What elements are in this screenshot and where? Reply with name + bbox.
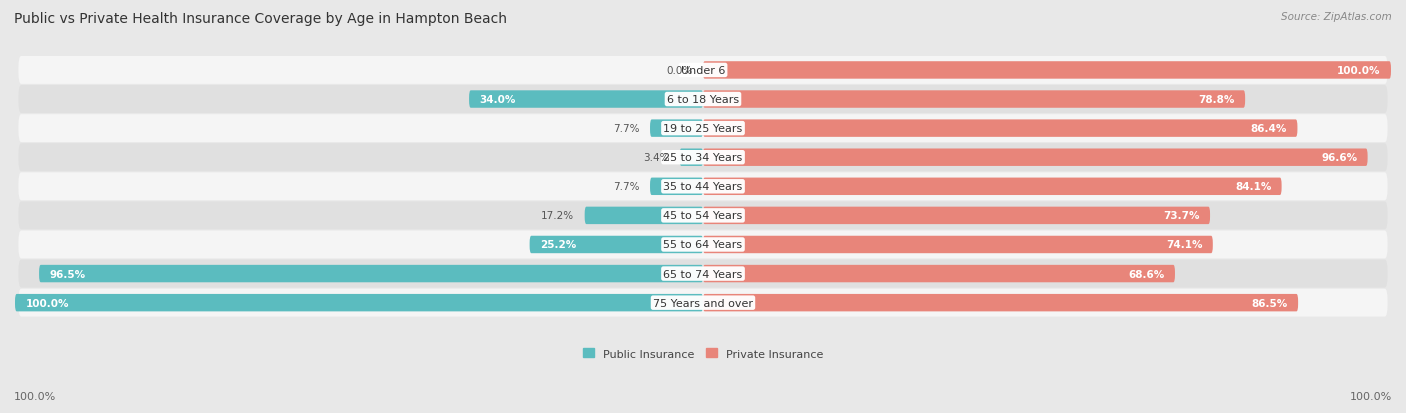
FancyBboxPatch shape <box>650 178 703 195</box>
FancyBboxPatch shape <box>470 91 703 109</box>
FancyBboxPatch shape <box>703 207 1211 225</box>
FancyBboxPatch shape <box>530 236 703 254</box>
FancyBboxPatch shape <box>703 178 1282 195</box>
Text: 3.4%: 3.4% <box>643 153 669 163</box>
Text: 100.0%: 100.0% <box>14 391 56 401</box>
FancyBboxPatch shape <box>703 265 1175 282</box>
FancyBboxPatch shape <box>18 115 1388 143</box>
FancyBboxPatch shape <box>585 207 703 225</box>
FancyBboxPatch shape <box>15 294 703 312</box>
Text: 7.7%: 7.7% <box>613 182 640 192</box>
FancyBboxPatch shape <box>703 91 1246 109</box>
FancyBboxPatch shape <box>703 62 1391 79</box>
FancyBboxPatch shape <box>703 120 1298 138</box>
Text: Public vs Private Health Insurance Coverage by Age in Hampton Beach: Public vs Private Health Insurance Cover… <box>14 12 508 26</box>
Text: 19 to 25 Years: 19 to 25 Years <box>664 124 742 134</box>
Text: 96.6%: 96.6% <box>1322 153 1357 163</box>
Text: 7.7%: 7.7% <box>613 124 640 134</box>
FancyBboxPatch shape <box>703 149 1368 166</box>
Text: 25.2%: 25.2% <box>540 240 576 250</box>
FancyBboxPatch shape <box>679 149 703 166</box>
FancyBboxPatch shape <box>703 294 1298 312</box>
Text: 68.6%: 68.6% <box>1129 269 1164 279</box>
Text: 6 to 18 Years: 6 to 18 Years <box>666 95 740 105</box>
Text: 86.5%: 86.5% <box>1251 298 1288 308</box>
FancyBboxPatch shape <box>18 231 1388 259</box>
Text: 86.4%: 86.4% <box>1251 124 1286 134</box>
FancyBboxPatch shape <box>703 236 1213 254</box>
Text: 55 to 64 Years: 55 to 64 Years <box>664 240 742 250</box>
Text: 100.0%: 100.0% <box>25 298 69 308</box>
Text: 45 to 54 Years: 45 to 54 Years <box>664 211 742 221</box>
Text: 65 to 74 Years: 65 to 74 Years <box>664 269 742 279</box>
Text: Source: ZipAtlas.com: Source: ZipAtlas.com <box>1281 12 1392 22</box>
Text: 74.1%: 74.1% <box>1166 240 1202 250</box>
FancyBboxPatch shape <box>650 120 703 138</box>
FancyBboxPatch shape <box>18 202 1388 230</box>
Text: 78.8%: 78.8% <box>1198 95 1234 105</box>
Text: 34.0%: 34.0% <box>479 95 516 105</box>
FancyBboxPatch shape <box>18 289 1388 317</box>
FancyBboxPatch shape <box>18 57 1388 85</box>
Text: 0.0%: 0.0% <box>666 66 693 76</box>
Legend: Public Insurance, Private Insurance: Public Insurance, Private Insurance <box>583 349 823 359</box>
Text: 96.5%: 96.5% <box>49 269 86 279</box>
Text: 25 to 34 Years: 25 to 34 Years <box>664 153 742 163</box>
FancyBboxPatch shape <box>18 86 1388 114</box>
Text: 73.7%: 73.7% <box>1163 211 1199 221</box>
FancyBboxPatch shape <box>18 173 1388 201</box>
Text: 100.0%: 100.0% <box>1337 66 1381 76</box>
Text: 100.0%: 100.0% <box>1350 391 1392 401</box>
FancyBboxPatch shape <box>18 260 1388 288</box>
FancyBboxPatch shape <box>39 265 703 282</box>
Text: 17.2%: 17.2% <box>541 211 574 221</box>
Text: Under 6: Under 6 <box>681 66 725 76</box>
Text: 75 Years and over: 75 Years and over <box>652 298 754 308</box>
FancyBboxPatch shape <box>18 144 1388 172</box>
Text: 35 to 44 Years: 35 to 44 Years <box>664 182 742 192</box>
Text: 84.1%: 84.1% <box>1234 182 1271 192</box>
